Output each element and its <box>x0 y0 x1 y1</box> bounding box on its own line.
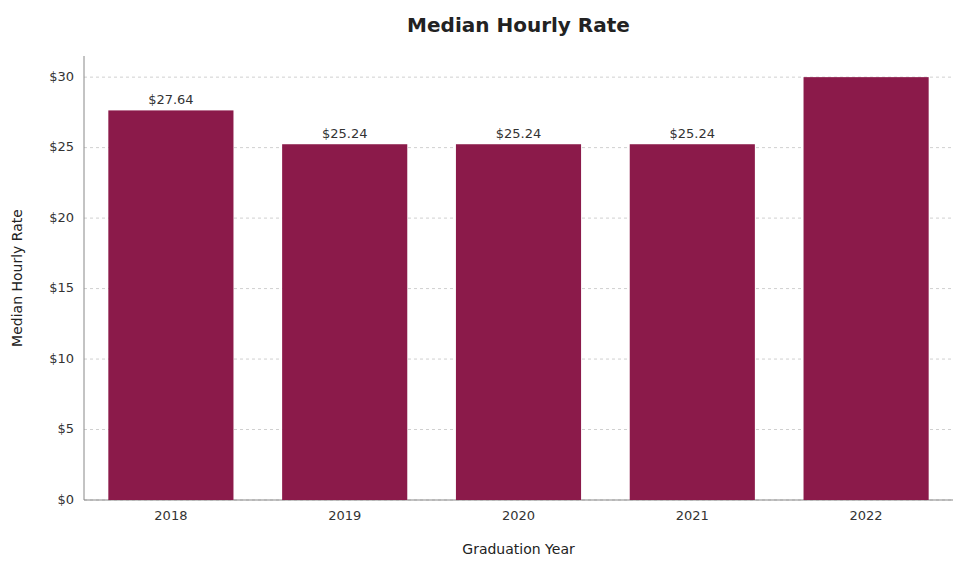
data-label: $25.24 <box>670 126 716 141</box>
background <box>0 0 977 572</box>
x-axis-label: Graduation Year <box>462 541 575 557</box>
y-tick-label: $10 <box>49 351 74 366</box>
bar <box>456 144 581 500</box>
y-grid <box>84 77 953 500</box>
data-labels: $27.64 $25.24 $25.24 $25.24 <box>148 92 715 141</box>
chart: $0 $5 $10 $15 $20 $25 $30 $27.64 $25.24 $25.24 $25… <box>0 0 977 572</box>
data-label: $25.24 <box>496 126 542 141</box>
bar <box>630 144 755 500</box>
y-tick-label: $15 <box>49 280 74 295</box>
y-tick-label: $0 <box>57 492 74 507</box>
x-tick-label: 2019 <box>328 508 361 523</box>
y-tick-label: $25 <box>49 139 74 154</box>
y-axis-label: Median Hourly Rate <box>9 209 25 347</box>
data-label: $25.24 <box>322 126 368 141</box>
data-label: $27.64 <box>148 92 194 107</box>
bar <box>282 144 407 500</box>
y-tick-label: $20 <box>49 210 74 225</box>
bar <box>108 110 233 500</box>
y-tick-labels: $0 $5 $10 $15 $20 $25 $30 <box>49 69 74 507</box>
title: Median Hourly Rate <box>407 13 630 37</box>
y-tick-label: $30 <box>49 69 74 84</box>
bar <box>804 77 929 500</box>
y-tick-label: $5 <box>57 421 74 436</box>
x-tick-label: 2018 <box>154 508 187 523</box>
x-tick-label: 2021 <box>676 508 709 523</box>
chart-container: $0 $5 $10 $15 $20 $25 $30 $27.64 $25.24 $25.24 $25… <box>0 0 977 572</box>
x-tick-label: 2022 <box>850 508 883 523</box>
bars <box>108 77 928 500</box>
y-axis-line <box>84 56 85 500</box>
x-tick-label: 2020 <box>502 508 535 523</box>
x-tick-labels: 2018 2019 2020 2021 2022 <box>154 508 882 523</box>
